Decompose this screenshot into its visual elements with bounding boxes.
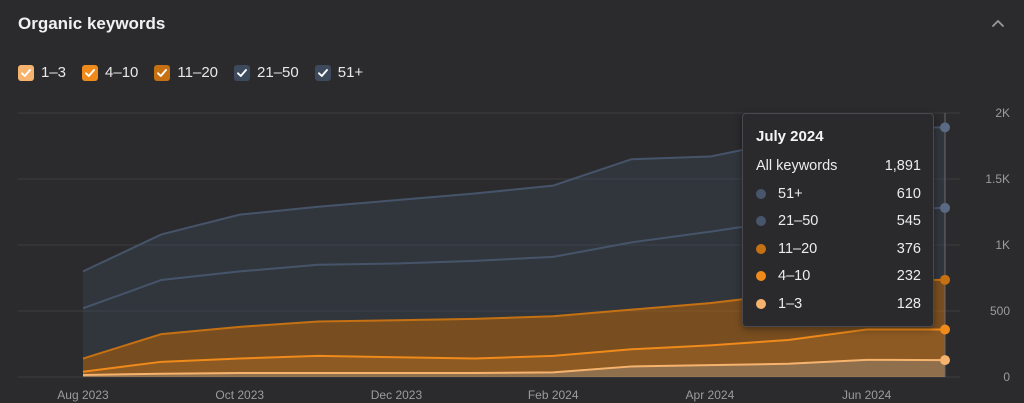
tooltip-row: 11–20 376 xyxy=(756,239,921,259)
x-tick-label: Dec 2023 xyxy=(371,388,423,402)
legend-item-1-3[interactable]: 1–3 xyxy=(18,64,66,81)
series-area xyxy=(83,329,945,376)
tooltip-title: July 2024 xyxy=(756,128,824,145)
x-tick-label: Aug 2023 xyxy=(57,388,109,402)
x-tick-label: Apr 2024 xyxy=(686,388,735,402)
tooltip-row: 51+ 610 xyxy=(756,184,921,204)
tooltip-value: 545 xyxy=(896,213,921,229)
legend-item-11-20[interactable]: 11–20 xyxy=(154,64,218,81)
check-icon xyxy=(314,64,331,81)
series-marker xyxy=(940,355,950,366)
check-icon xyxy=(154,64,171,81)
tooltip-label: All keywords xyxy=(756,158,838,174)
tooltip-label: 11–20 xyxy=(778,241,818,257)
chart-tooltip: July 2024 All keywords 1,891 51+ 610 21–… xyxy=(742,113,934,327)
series-marker xyxy=(940,202,950,213)
x-tick-label: Feb 2024 xyxy=(528,388,579,402)
series-dot xyxy=(756,189,766,199)
tooltip-value: 1,891 xyxy=(884,158,921,174)
tooltip-row: 1–3 128 xyxy=(756,294,921,314)
legend-label: 4–10 xyxy=(105,64,139,81)
tooltip-row: 21–50 545 xyxy=(756,211,921,231)
check-icon xyxy=(82,64,99,81)
series-marker xyxy=(940,324,950,335)
tooltip-row: 4–10 232 xyxy=(756,266,921,286)
legend-label: 1–3 xyxy=(41,64,67,81)
legend-label: 11–20 xyxy=(177,64,219,81)
series-marker xyxy=(940,122,950,133)
chevron-up-icon xyxy=(992,19,1004,27)
y-tick-label: 1K xyxy=(995,238,1010,252)
series-dot xyxy=(756,271,766,281)
x-tick-label: Oct 2023 xyxy=(215,388,264,402)
series-dot xyxy=(756,216,766,226)
tooltip-label: 1–3 xyxy=(778,296,803,312)
check-icon xyxy=(234,64,251,81)
series-dot xyxy=(756,244,766,254)
series-filter: 1–3 4–10 11–20 21–50 51+ xyxy=(18,64,363,81)
y-tick-label: 0 xyxy=(1003,370,1010,384)
check-icon xyxy=(18,64,34,81)
y-tick-label: 1.5K xyxy=(985,172,1010,186)
series-area xyxy=(83,279,945,372)
tooltip-value: 232 xyxy=(896,268,921,284)
series-line xyxy=(82,358,946,377)
series-area xyxy=(83,207,945,359)
tooltip-label: 21–50 xyxy=(778,213,819,229)
x-tick-label: Jun 2024 xyxy=(842,388,892,402)
legend-item-21-50[interactable]: 21–50 xyxy=(234,64,299,81)
tooltip-label: 4–10 xyxy=(778,268,811,284)
series-area xyxy=(83,359,945,377)
legend-label: 21–50 xyxy=(257,64,299,81)
series-line xyxy=(82,328,945,373)
page-title: Organic keywords xyxy=(18,14,166,33)
legend-label: 51+ xyxy=(337,64,364,81)
tooltip-label: 51+ xyxy=(778,186,803,202)
series-area xyxy=(83,127,945,309)
tooltip-value: 610 xyxy=(896,186,921,202)
tooltip-value: 128 xyxy=(896,296,921,312)
y-tick-label: 500 xyxy=(990,304,1010,318)
tooltip-value: 376 xyxy=(896,241,921,257)
series-dot xyxy=(756,299,766,309)
legend-item-51-plus[interactable]: 51+ xyxy=(314,64,364,81)
series-marker xyxy=(940,274,950,285)
collapse-button[interactable] xyxy=(986,12,1010,36)
y-tick-label: 2K xyxy=(995,106,1010,120)
legend-item-4-10[interactable]: 4–10 xyxy=(82,64,138,81)
tooltip-row-total: All keywords 1,891 xyxy=(756,156,921,176)
